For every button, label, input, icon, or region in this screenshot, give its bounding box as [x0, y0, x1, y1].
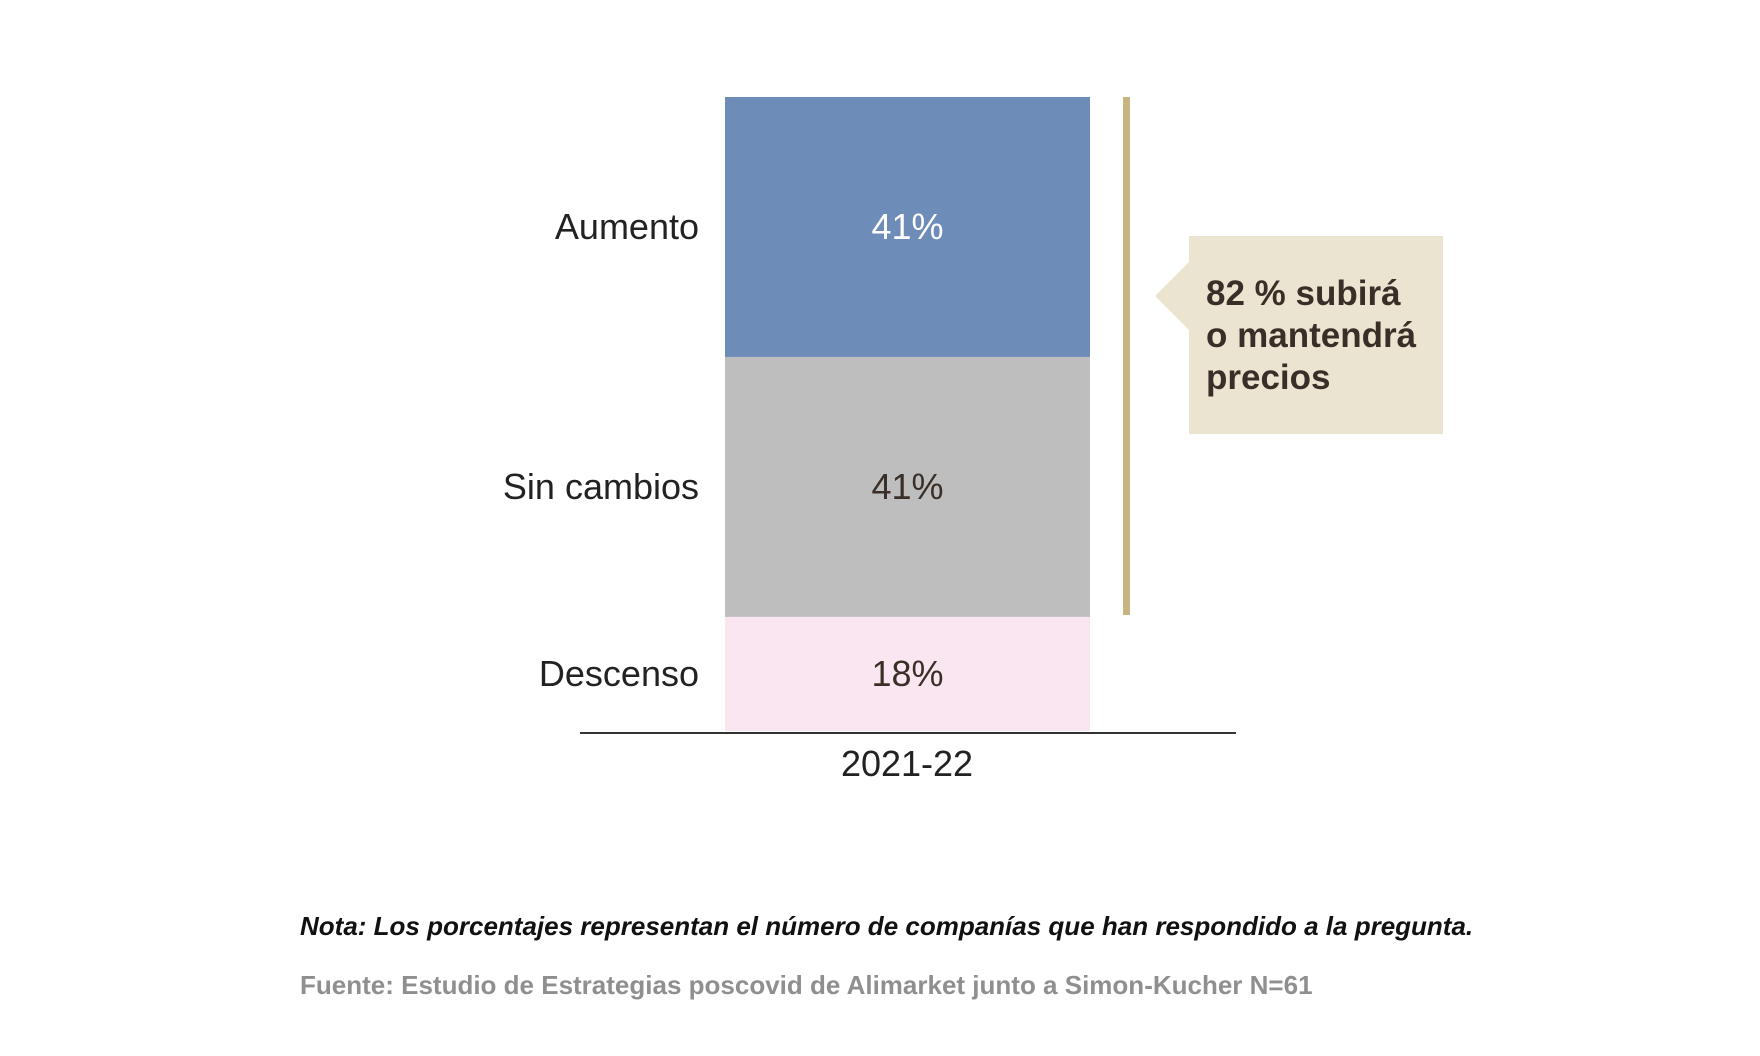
- bar-segment-descenso: [725, 616, 1090, 731]
- value-label-descenso: 18%: [871, 653, 943, 694]
- series-labels: Descenso Sin cambios Aumento: [503, 206, 699, 694]
- bar-segment-sin-cambios: [725, 356, 1090, 617]
- annotation-text: 82 % subirá o mantendrá precios: [1206, 273, 1446, 399]
- value-label-sin-cambios: 41%: [871, 466, 943, 507]
- annotation-box: [1189, 236, 1443, 434]
- annotation-line: 82 % subirá: [1206, 274, 1401, 313]
- series-label-descenso: Descenso: [539, 653, 699, 694]
- series-label-sin-cambios: Sin cambios: [503, 466, 699, 507]
- annotation-bracket: [1123, 97, 1130, 615]
- annotation-pointer: [1155, 262, 1189, 330]
- value-labels: 18% 41% 41%: [871, 206, 943, 694]
- annotation-line: precios: [1206, 358, 1331, 397]
- annotation-line: o mantendrá: [1206, 316, 1417, 355]
- source-citation: Fuente: Estudio de Estrategias poscovid …: [300, 970, 1313, 1000]
- footnote: Nota: Los porcentajes representan el núm…: [300, 911, 1474, 941]
- category-label: 2021-22: [841, 743, 973, 784]
- value-label-aumento: 41%: [871, 206, 943, 247]
- bar-segments: [725, 97, 1090, 731]
- series-label-aumento: Aumento: [555, 206, 699, 247]
- bar-segment-aumento: [725, 97, 1090, 357]
